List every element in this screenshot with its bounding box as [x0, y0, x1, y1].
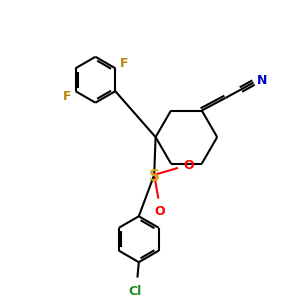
Text: O: O	[154, 205, 165, 218]
Text: Cl: Cl	[129, 285, 142, 298]
Text: O: O	[183, 159, 194, 172]
Text: F: F	[119, 57, 128, 70]
Text: F: F	[63, 90, 71, 103]
Text: N: N	[257, 74, 267, 87]
Text: S: S	[149, 169, 160, 184]
